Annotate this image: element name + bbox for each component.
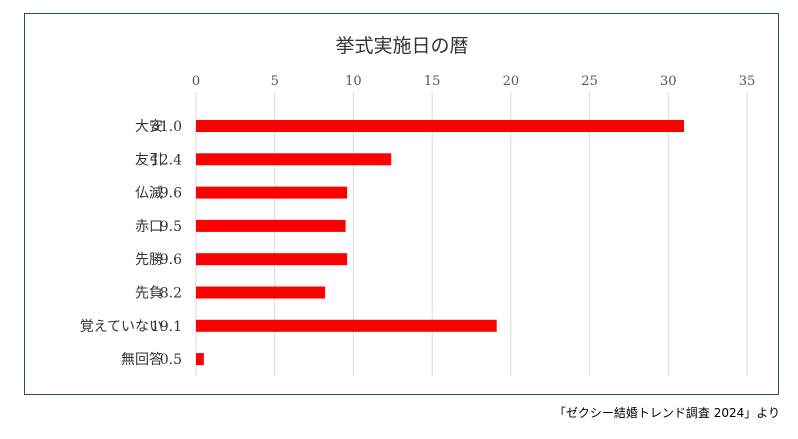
category-label: 先勝 <box>135 252 163 268</box>
value-label: 9.5 <box>160 219 182 235</box>
chart-title: 挙式実施日の暦 <box>335 35 468 57</box>
category-label: 大安 <box>135 119 163 135</box>
bar <box>196 286 326 299</box>
value-label: 12.4 <box>151 152 182 168</box>
bar <box>196 186 348 199</box>
x-tick-label: 25 <box>581 74 598 89</box>
x-tick-label: 5 <box>271 74 279 89</box>
source-note: 「ゼクシー結婚トレンド調査 2024」より <box>553 406 780 420</box>
chart-frame: 挙式実施日の暦 0 5 10 15 20 25 30 35 大安 31.0 友引 12.4 仏滅 9.6… <box>24 13 779 395</box>
bar-chart: 挙式実施日の暦 0 5 10 15 20 25 30 35 大安31.0友引12.4仏滅9.6… <box>80 35 756 376</box>
x-tick-label: 15 <box>424 74 441 89</box>
x-tick-label: 20 <box>503 74 520 89</box>
category-label: 友引 <box>135 152 163 168</box>
bar <box>196 253 348 266</box>
bar <box>196 219 346 232</box>
value-label: 31.0 <box>151 119 182 135</box>
value-label: 0.5 <box>160 352 182 368</box>
x-tick-label: 10 <box>345 74 362 89</box>
x-tick-label: 30 <box>660 74 677 89</box>
value-label: 19.1 <box>151 319 182 335</box>
bar <box>196 153 392 166</box>
value-label: 8.2 <box>160 286 182 302</box>
value-label: 9.6 <box>160 186 182 202</box>
category-label: 覚えていない <box>80 319 163 335</box>
x-tick-label: 0 <box>192 74 200 89</box>
bar <box>196 120 685 132</box>
category-label: 先負 <box>135 286 163 302</box>
category-label: 仏滅 <box>135 186 163 202</box>
value-label: 9.6 <box>160 252 182 268</box>
x-tick-label: 35 <box>739 74 756 89</box>
category-label: 赤口 <box>135 219 163 235</box>
bar <box>196 353 204 366</box>
category-label: 無回答 <box>121 351 163 368</box>
bar <box>196 319 497 332</box>
